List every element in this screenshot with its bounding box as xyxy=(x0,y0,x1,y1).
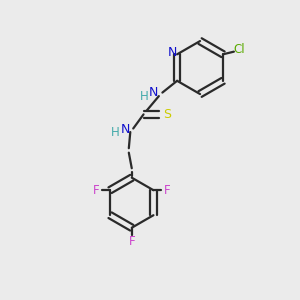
Text: F: F xyxy=(128,236,135,248)
Text: H: H xyxy=(111,125,120,139)
Text: N: N xyxy=(121,123,130,136)
Text: F: F xyxy=(93,184,99,197)
Text: N: N xyxy=(149,86,158,99)
Text: S: S xyxy=(163,108,171,121)
Text: Cl: Cl xyxy=(233,44,245,56)
Text: F: F xyxy=(164,184,171,197)
Text: H: H xyxy=(140,90,148,103)
Text: N: N xyxy=(168,46,177,59)
